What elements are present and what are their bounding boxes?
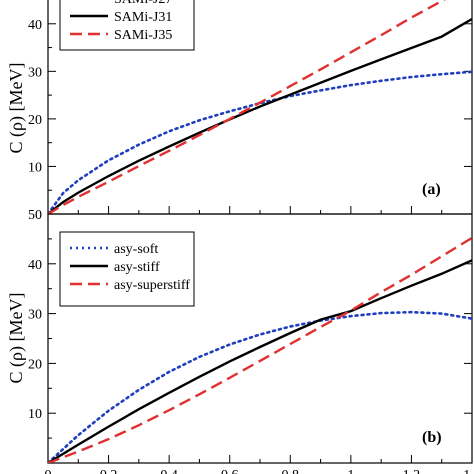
legend-label: asy-soft [114,242,158,257]
legend-label: SAMi-J35 [114,28,172,43]
x-tick-label: 0.2 [100,468,118,474]
x-tick-label: 1 [347,468,354,474]
y-tick-label-bottom: 50 [28,208,42,223]
legend-box [59,231,195,307]
panel-a-series [48,0,472,214]
panel-a-label: (a) [422,181,441,198]
x-tick-label: 1.4 [463,468,474,474]
x-tick-label: 0.4 [160,468,178,474]
y-tick-label: 20 [28,357,42,372]
panel-b-label: (b) [422,429,442,446]
panel-b-series [48,236,472,463]
legend-label: asy-superstiff [114,278,190,293]
x-tick-label: 0.6 [221,468,239,474]
series-line-asy-superstiff [48,236,472,463]
series-line-SAMi-J31 [48,17,472,214]
panel-a-ticks: 10 20 30 40 50 [28,18,473,223]
x-tick-label: 1.2 [403,468,421,474]
panel-a-legend: SAMi-J27 SAMi-J31 SAMi-J35 [59,0,195,51]
legend-label: SAMi-J27 [114,0,172,7]
legend-label: SAMi-J31 [114,10,172,25]
y-tick-label: 40 [28,258,42,273]
x-tick-label: 0 [45,468,52,474]
panel-b-ticks: 10 20 30 40 0 0.2 0.4 0.6 0.8 1 1.2 1.4 [28,238,474,474]
panel-b: 10 20 30 40 0 0.2 0.4 0.6 0.8 1 1.2 1.4 (b) C (ρ) [… [6,213,474,474]
y-tick-label: 40 [28,18,42,33]
y-tick-label: 30 [28,65,42,80]
series-line-asy-stiff [48,259,472,463]
legend-label: asy-stiff [114,260,160,275]
series-line-SAMi-J35 [48,0,446,214]
y-tick-label: 30 [28,308,42,323]
series-line-asy-soft [48,310,472,463]
y-tick-label: 10 [28,160,42,175]
panel-b-ylabel: C (ρ) [MeV] [6,293,27,384]
panel-b-legend: asy-soft asy-stiff asy-superstiff [59,231,195,307]
panel-a-ylabel: C (ρ) [MeV] [6,63,27,154]
x-tick-label: 0.8 [282,468,300,474]
legend-box [59,0,195,51]
y-tick-label: 20 [28,113,42,128]
y-tick-label: 10 [28,407,42,422]
series-line-SAMi-J27 [48,70,472,214]
